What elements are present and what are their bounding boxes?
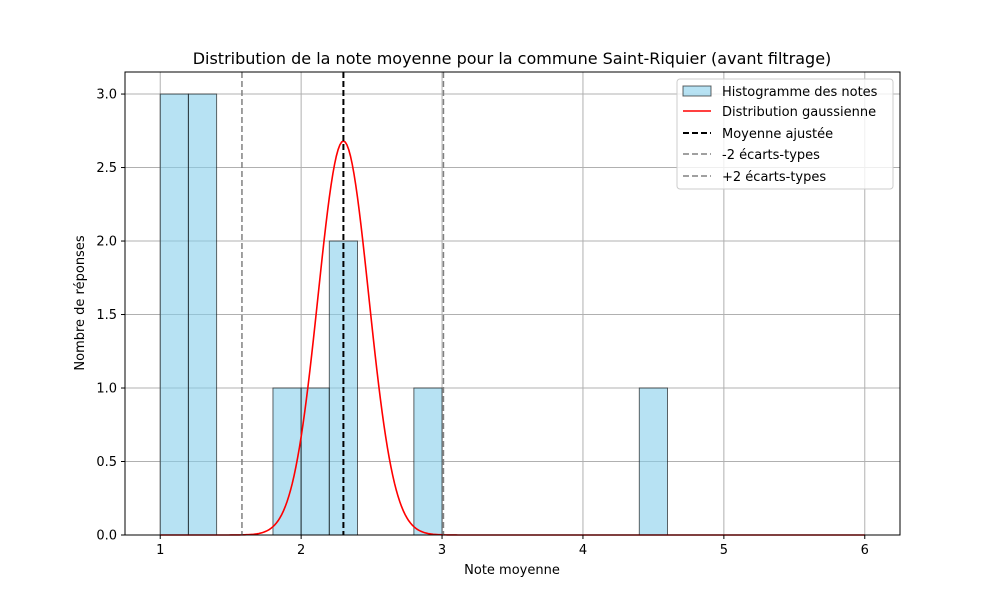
x-tick-label: 6 [861,543,869,558]
x-tick-label: 3 [438,543,446,558]
plot-frame [124,71,901,536]
legend-label-minus-2sd: -2 écarts-types [722,148,820,163]
y-tick-label: 0.5 [96,455,117,470]
chart-title: Distribution de la note moyenne pour la … [193,49,832,68]
y-tick-label: 2.0 [96,235,117,250]
legend: Histogramme des notes Distribution gauss… [676,78,894,190]
y-tick-label: 1.0 [96,382,117,397]
x-tick-label: 5 [720,543,728,558]
legend-label-histogram: Histogramme des notes [722,85,878,100]
y-tick-label: 3.0 [96,88,117,103]
histogram-bars [159,93,668,536]
y-tick-label: 1.5 [96,308,117,323]
gaussian-curve [160,140,865,536]
legend-label-plus-2sd: +2 écarts-types [722,170,826,185]
histogram-bar [413,387,443,536]
y-tick-label: 2.5 [96,161,117,176]
histogram-bar [159,93,189,536]
histogram-bar [638,387,668,536]
legend-swatch-histogram [682,85,712,97]
x-axis-ticks: 1 2 3 4 5 6 [156,535,869,558]
x-tick-label: 4 [579,543,587,558]
y-tick-label: 0.0 [96,529,117,544]
x-tick-label: 2 [297,543,305,558]
histogram-bar [187,93,218,536]
y-axis-label: Nombre de réponses [73,235,88,370]
legend-label-gaussian: Distribution gaussienne [722,105,876,120]
y-axis-ticks: 0.0 0.5 1.0 1.5 2.0 2.5 3.0 [96,88,125,544]
x-axis-label: Note moyenne [464,563,560,578]
legend-box [676,78,894,190]
legend-label-mean: Moyenne ajustée [722,127,833,142]
x-tick-label: 1 [156,543,164,558]
